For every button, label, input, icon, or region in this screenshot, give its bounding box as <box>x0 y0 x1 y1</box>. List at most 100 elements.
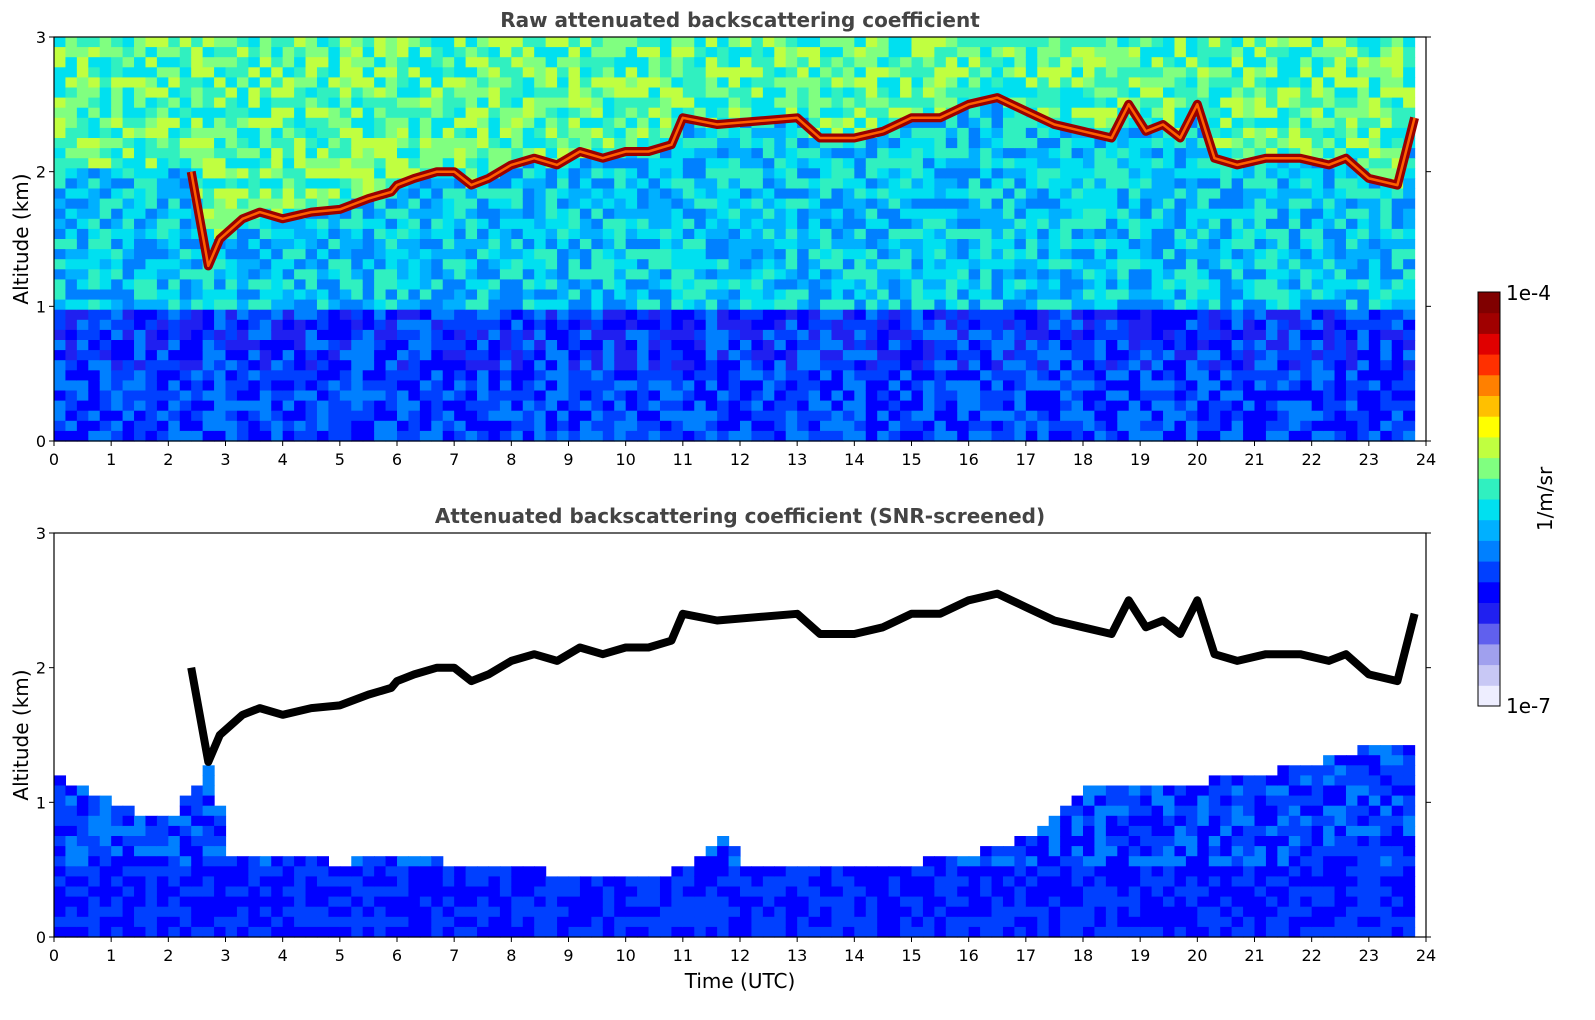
heatmap-cell <box>751 198 764 210</box>
heatmap-cell <box>557 87 570 99</box>
heatmap-cell <box>168 148 181 159</box>
heatmap-cell <box>316 77 329 89</box>
heatmap-cell <box>339 57 352 68</box>
heatmap-cell <box>431 420 444 432</box>
heatmap-cell <box>591 228 604 240</box>
heatmap-cell <box>659 410 672 422</box>
x-tick-label: 4 <box>278 450 288 469</box>
heatmap-cell <box>1208 47 1221 58</box>
heatmap-cell <box>191 97 204 109</box>
heatmap-cell <box>316 350 329 361</box>
heatmap-cell <box>214 420 227 432</box>
heatmap-cell <box>351 87 364 99</box>
heatmap-cell <box>808 107 821 119</box>
heatmap-cell <box>1014 249 1027 260</box>
heatmap-cell <box>751 47 764 58</box>
heatmap-cell <box>579 259 592 270</box>
heatmap-cell <box>1071 148 1084 159</box>
heatmap-cell <box>328 127 341 139</box>
heatmap-cell <box>728 77 741 89</box>
heatmap-cell <box>740 299 753 311</box>
heatmap-cell <box>1231 117 1244 129</box>
heatmap-cell <box>842 329 855 341</box>
heatmap-cell <box>1391 319 1404 331</box>
heatmap-cell <box>659 340 672 351</box>
heatmap-cell <box>957 340 970 351</box>
heatmap-cell <box>454 208 467 220</box>
heatmap-cell <box>88 309 101 321</box>
heatmap-cell <box>1277 188 1290 200</box>
heatmap-cell <box>76 77 89 89</box>
heatmap-cell <box>122 350 135 361</box>
heatmap-cell <box>968 127 981 139</box>
heatmap-cell <box>1174 289 1187 301</box>
heatmap-cell <box>259 239 272 250</box>
heatmap-cell <box>465 218 478 230</box>
heatmap-cell <box>305 289 318 301</box>
heatmap-cell <box>316 57 329 68</box>
heatmap-cell <box>957 127 970 139</box>
heatmap-cell <box>1265 198 1278 210</box>
heatmap-cell <box>1105 410 1118 422</box>
heatmap-cell <box>111 208 124 220</box>
heatmap-cell <box>477 87 490 99</box>
heatmap-cell <box>671 239 684 250</box>
heatmap-cell <box>111 47 124 58</box>
heatmap-cell <box>236 350 249 361</box>
heatmap-cell <box>877 309 890 321</box>
heatmap-cell <box>1403 350 1416 361</box>
heatmap-cell <box>1174 117 1187 129</box>
heatmap-cell <box>408 259 421 270</box>
heatmap-cell <box>419 239 432 250</box>
heatmap-cell <box>602 350 615 361</box>
heatmap-cell <box>1117 47 1130 58</box>
heatmap-cell <box>179 825 192 837</box>
heatmap-cell <box>511 340 524 351</box>
heatmap-cell <box>76 805 89 817</box>
heatmap-cell <box>316 249 329 260</box>
heatmap-cell <box>168 299 181 311</box>
heatmap-cell <box>316 239 329 250</box>
heatmap-cell <box>980 319 993 331</box>
heatmap-cell <box>282 198 295 210</box>
heatmap-cell <box>900 97 913 109</box>
heatmap-cell <box>728 47 741 58</box>
heatmap-cell <box>831 127 844 139</box>
heatmap-cell <box>1208 178 1221 190</box>
heatmap-cell <box>122 926 135 938</box>
heatmap-cell <box>76 846 89 857</box>
heatmap-cell <box>1197 370 1210 381</box>
heatmap-cell <box>900 239 913 250</box>
heatmap-cell <box>968 380 981 392</box>
heatmap-cell <box>397 97 410 109</box>
heatmap-cell <box>1163 208 1176 220</box>
heatmap-cell <box>1391 198 1404 210</box>
heatmap-cell <box>76 836 89 847</box>
heatmap-cell <box>831 67 844 78</box>
heatmap-cell <box>1117 319 1130 331</box>
heatmap-cell <box>659 47 672 58</box>
heatmap-cell <box>740 37 753 48</box>
heatmap-cell <box>511 47 524 58</box>
heatmap-cell <box>54 299 67 311</box>
heatmap-cell <box>522 138 535 149</box>
heatmap-cell <box>1231 47 1244 58</box>
heatmap-cell <box>1174 178 1187 190</box>
heatmap-cell <box>545 228 558 240</box>
heatmap-cell <box>717 410 730 422</box>
heatmap-cell <box>557 259 570 270</box>
heatmap-cell <box>968 47 981 58</box>
heatmap-cell <box>225 319 238 331</box>
heatmap-cell <box>842 67 855 78</box>
heatmap-cell <box>911 350 924 361</box>
heatmap-cell <box>54 906 67 918</box>
heatmap-cell <box>854 87 867 99</box>
heatmap-cell <box>259 289 272 301</box>
heatmap-cell <box>705 329 718 341</box>
heatmap-cell <box>705 67 718 78</box>
heatmap-cell <box>682 127 695 139</box>
heatmap-cell <box>911 117 924 129</box>
heatmap-cell <box>454 380 467 392</box>
heatmap-cell <box>1071 97 1084 109</box>
heatmap-cell <box>122 856 135 867</box>
